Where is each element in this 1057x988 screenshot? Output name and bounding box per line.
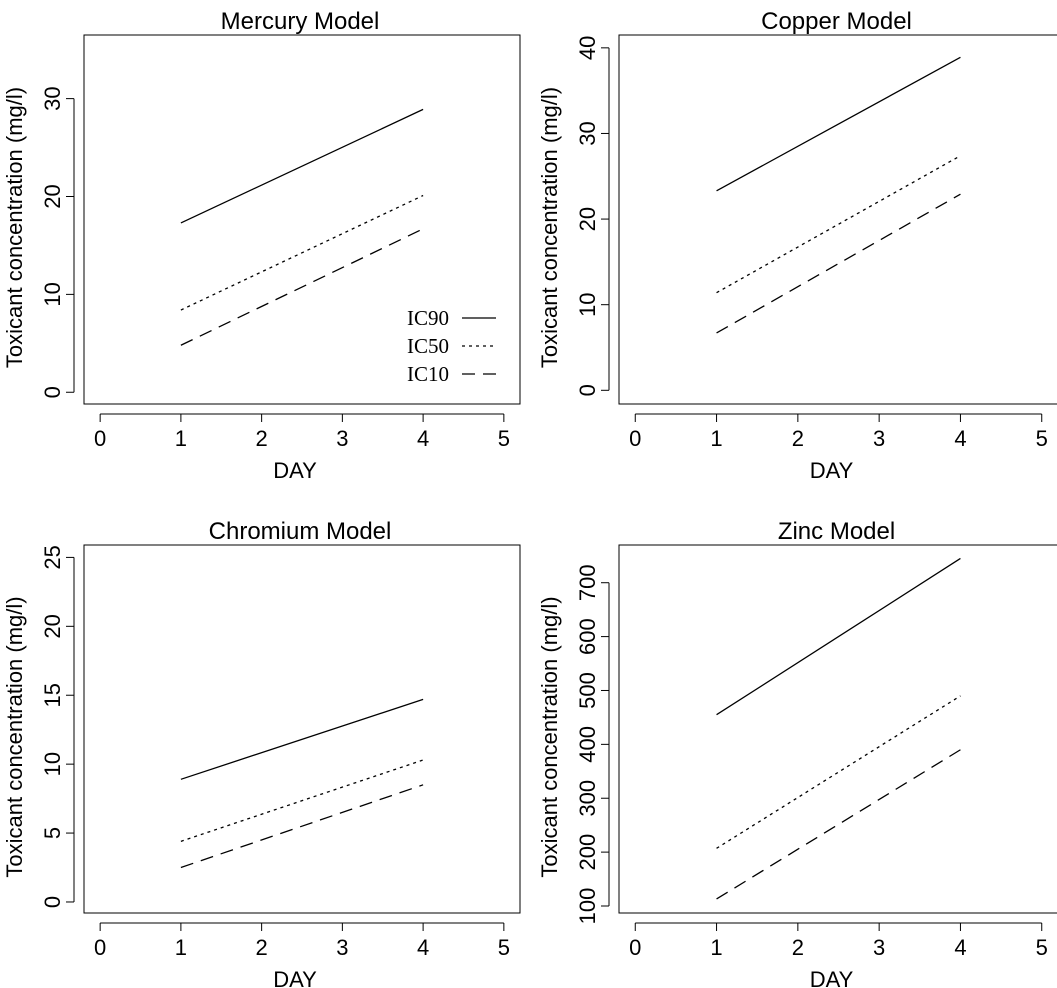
y-tick-label: 200: [575, 834, 600, 871]
y-tick-label: 20: [40, 614, 65, 638]
x-tick-label: 1: [710, 935, 722, 960]
y-tick-label: 15: [40, 683, 65, 707]
y-tick-label: 30: [40, 86, 65, 110]
y-tick-label: 25: [40, 545, 65, 569]
x-tick-label: 1: [175, 426, 187, 451]
series-line-ic90: [716, 56, 961, 192]
plot-frame: [618, 544, 1057, 914]
x-tick-label: 1: [175, 935, 187, 960]
y-axis-label: Toxicant concentration (mg/l): [2, 87, 27, 368]
x-tick-label: 5: [498, 935, 510, 960]
y-axis-label: Toxicant concentration (mg/l): [2, 596, 27, 877]
x-tick-label: 4: [417, 935, 429, 960]
x-tick-label: 0: [94, 935, 106, 960]
x-tick-label: 4: [954, 426, 966, 451]
legend-label-ic90: IC90: [407, 306, 449, 330]
series-line-ic50: [716, 695, 961, 849]
y-tick-label: 40: [575, 36, 600, 60]
series-line-ic50: [716, 155, 961, 294]
x-axis-label: DAY: [273, 967, 317, 988]
series-line-ic10: [716, 193, 961, 334]
x-tick-label: 3: [873, 935, 885, 960]
series-line-ic10: [716, 749, 961, 900]
series-line-ic10: [180, 228, 424, 346]
x-tick-label: 2: [792, 426, 804, 451]
y-tick-label: 600: [575, 618, 600, 655]
x-tick-label: 2: [256, 935, 268, 960]
series-line-ic50: [180, 759, 424, 842]
chart-title: Zinc Model: [778, 518, 895, 545]
series-line-ic90: [716, 557, 961, 716]
y-tick-label: 10: [40, 752, 65, 776]
y-tick-label: 300: [575, 780, 600, 817]
x-tick-label: 5: [1036, 935, 1048, 960]
x-tick-label: 5: [1036, 426, 1048, 451]
x-tick-label: 1: [710, 426, 722, 451]
chart-title: Mercury Model: [221, 8, 380, 35]
x-tick-label: 4: [954, 935, 966, 960]
x-tick-label: 0: [629, 426, 641, 451]
y-tick-label: 20: [575, 207, 600, 231]
chart-title: Copper Model: [761, 8, 912, 35]
y-axis-label: Toxicant concentration (mg/l): [537, 596, 562, 877]
y-tick-label: 400: [575, 726, 600, 763]
y-tick-label: 20: [40, 184, 65, 208]
x-axis-label: DAY: [810, 967, 854, 988]
x-tick-label: 3: [336, 426, 348, 451]
y-axis-label: Toxicant concentration (mg/l): [537, 87, 562, 368]
legend-label-ic10: IC10: [407, 362, 449, 386]
y-tick-label: 0: [40, 386, 65, 398]
x-tick-label: 0: [629, 935, 641, 960]
x-tick-label: 2: [792, 935, 804, 960]
plot-frame: [618, 34, 1057, 405]
x-tick-label: 4: [417, 426, 429, 451]
series-line-ic10: [180, 784, 424, 869]
series-line-ic90: [180, 698, 424, 780]
series-line-ic90: [180, 108, 424, 224]
x-tick-label: 0: [94, 426, 106, 451]
plot-frame: [83, 544, 521, 914]
y-tick-label: 500: [575, 672, 600, 709]
x-tick-label: 3: [873, 426, 885, 451]
y-tick-label: 30: [575, 121, 600, 145]
y-tick-label: 10: [575, 292, 600, 316]
chart-title: Chromium Model: [209, 518, 392, 545]
y-tick-label: 0: [575, 384, 600, 396]
series-line-ic50: [180, 194, 424, 311]
y-tick-label: 10: [40, 282, 65, 306]
plot-frame: [83, 34, 521, 405]
x-axis-label: DAY: [810, 458, 854, 483]
y-tick-label: 700: [575, 564, 600, 601]
x-tick-label: 2: [256, 426, 268, 451]
y-tick-label: 0: [40, 896, 65, 908]
x-tick-label: 3: [336, 935, 348, 960]
y-tick-label: 5: [40, 827, 65, 839]
x-axis-label: DAY: [273, 458, 317, 483]
x-tick-label: 5: [498, 426, 510, 451]
legend-label-ic50: IC50: [407, 334, 449, 358]
y-tick-label: 100: [575, 888, 600, 925]
